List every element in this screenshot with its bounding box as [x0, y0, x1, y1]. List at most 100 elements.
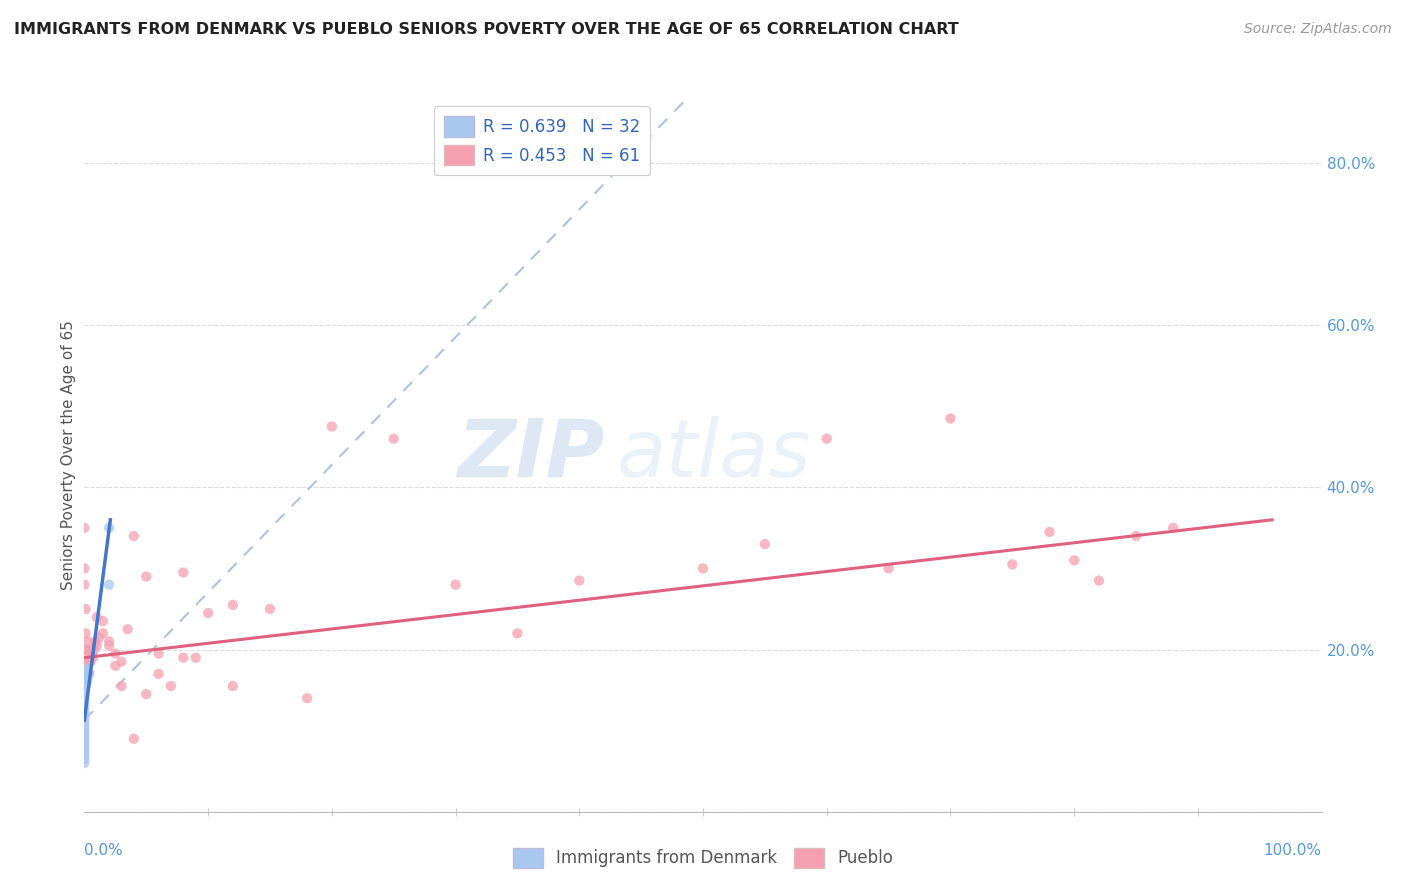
Point [382, 432, 405, 446]
Point [117, 622, 139, 636]
Point [444, 577, 467, 591]
Point [73, 679, 96, 693]
Point [122, 529, 145, 543]
Point [98, 521, 121, 535]
Point [75, 663, 97, 677]
Y-axis label: Seniors Poverty Over the Age of 65: Seniors Poverty Over the Age of 65 [60, 320, 76, 590]
Point [1038, 524, 1060, 539]
Point [73, 699, 96, 714]
Point [75, 626, 97, 640]
Point [73, 521, 96, 535]
Point [79, 655, 101, 669]
Point [110, 679, 132, 693]
Point [148, 666, 170, 681]
Point [73, 752, 96, 766]
Point [79, 666, 101, 681]
Point [568, 574, 591, 588]
Point [75, 642, 97, 657]
Text: IMMIGRANTS FROM DENMARK VS PUEBLO SENIORS POVERTY OVER THE AGE OF 65 CORRELATION: IMMIGRANTS FROM DENMARK VS PUEBLO SENIOR… [14, 22, 959, 37]
Point [77, 642, 100, 657]
Point [184, 650, 207, 665]
Point [75, 666, 97, 681]
Point [73, 671, 96, 685]
Point [73, 744, 96, 758]
Point [160, 679, 183, 693]
Point [76, 655, 98, 669]
Point [692, 561, 714, 575]
Point [86, 639, 108, 653]
Point [321, 419, 343, 434]
Point [815, 432, 838, 446]
Point [75, 679, 97, 693]
Point [75, 602, 97, 616]
Point [754, 537, 776, 551]
Point [1088, 574, 1111, 588]
Point [98, 634, 121, 648]
Point [73, 720, 96, 734]
Point [83, 642, 105, 657]
Point [82, 650, 104, 665]
Point [1001, 558, 1024, 572]
Point [75, 671, 97, 685]
Text: atlas: atlas [616, 416, 811, 494]
Point [76, 650, 98, 665]
Point [73, 561, 96, 575]
Point [73, 691, 96, 706]
Point [73, 675, 96, 690]
Point [73, 723, 96, 738]
Point [1125, 529, 1147, 543]
Point [73, 695, 96, 709]
Point [73, 728, 96, 742]
Text: 100.0%: 100.0% [1264, 843, 1322, 858]
Point [259, 602, 281, 616]
Point [104, 658, 127, 673]
Point [122, 731, 145, 746]
Point [172, 650, 194, 665]
Point [172, 566, 194, 580]
Point [506, 626, 529, 640]
Point [222, 598, 245, 612]
Point [73, 711, 96, 725]
Point [197, 606, 219, 620]
Point [79, 655, 101, 669]
Point [104, 647, 127, 661]
Point [76, 675, 98, 690]
Text: 0.0%: 0.0% [84, 843, 124, 858]
Point [86, 610, 108, 624]
Point [877, 561, 900, 575]
Point [89, 631, 111, 645]
Point [73, 715, 96, 730]
Point [1063, 553, 1085, 567]
Point [73, 747, 96, 762]
Point [73, 739, 96, 754]
Point [73, 736, 96, 750]
Point [76, 671, 98, 685]
Text: ZIP: ZIP [457, 416, 605, 494]
Legend: R = 0.639   N = 32, R = 0.453   N = 61: R = 0.639 N = 32, R = 0.453 N = 61 [434, 106, 650, 176]
Point [148, 647, 170, 661]
Point [76, 663, 98, 677]
Point [98, 577, 121, 591]
Point [73, 687, 96, 701]
Point [77, 634, 100, 648]
Point [135, 569, 157, 583]
Point [1161, 521, 1184, 535]
Point [73, 577, 96, 591]
Point [79, 642, 101, 657]
Point [135, 687, 157, 701]
Point [73, 703, 96, 717]
Point [73, 707, 96, 722]
Point [73, 683, 96, 698]
Text: Source: ZipAtlas.com: Source: ZipAtlas.com [1244, 22, 1392, 37]
Point [73, 731, 96, 746]
Point [98, 639, 121, 653]
Point [110, 655, 132, 669]
Point [91, 614, 114, 628]
Legend: Immigrants from Denmark, Pueblo: Immigrants from Denmark, Pueblo [506, 841, 900, 875]
Point [295, 691, 318, 706]
Point [73, 756, 96, 770]
Point [91, 626, 114, 640]
Point [939, 411, 962, 425]
Point [222, 679, 245, 693]
Point [84, 634, 107, 648]
